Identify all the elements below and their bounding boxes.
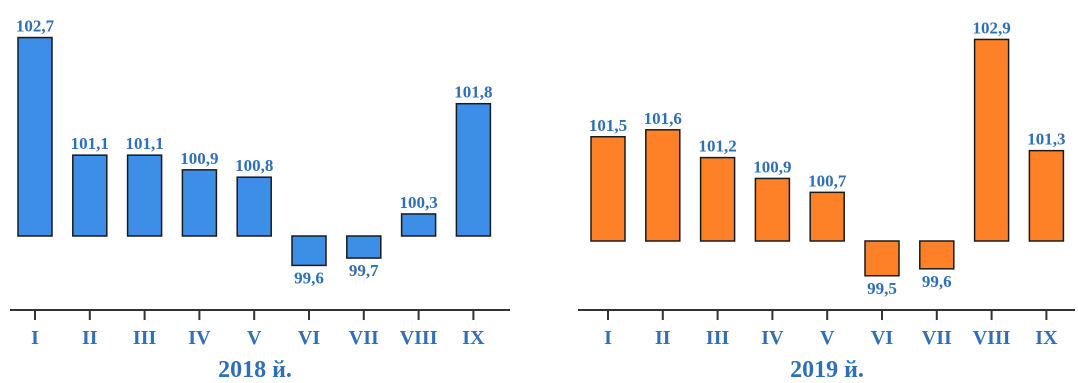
chart-2018-bar-II bbox=[72, 154, 108, 237]
chart-2018-bar-IX bbox=[455, 102, 492, 237]
chart-2019-value-label-IX: 101,3 bbox=[1027, 130, 1065, 149]
chart-2018-bar-III bbox=[126, 154, 163, 237]
chart-2019-bar-I bbox=[590, 136, 626, 242]
chart-2018-tick-label-IV: IV bbox=[188, 327, 211, 349]
chart-2019-bar-III bbox=[699, 156, 736, 242]
chart-2019-value-label-II: 101,6 bbox=[644, 109, 682, 128]
chart-2019-bar-V bbox=[809, 191, 845, 242]
chart-2018-bar-IV bbox=[181, 169, 218, 237]
chart-2019-tick-label-VII: VII bbox=[922, 327, 952, 349]
chart-2018-value-label-I: 102,7 bbox=[16, 17, 55, 36]
chart-2019-value-label-VII: 99,6 bbox=[922, 272, 952, 291]
chart-2019-tick-label-V: V bbox=[820, 327, 835, 349]
chart-2018-bar-I bbox=[17, 36, 53, 237]
chart-2019-tick-label-I: I bbox=[604, 327, 612, 349]
chart-2018-tick-label-VII: VII bbox=[349, 327, 379, 349]
chart-2019-tick-label-III: III bbox=[706, 327, 730, 349]
chart-2018-bar-VI bbox=[291, 235, 327, 267]
chart-2019-value-label-I: 101,5 bbox=[589, 116, 627, 135]
chart-2018-value-label-V: 100,8 bbox=[235, 156, 273, 175]
chart-2019-title: 2019 й. bbox=[790, 357, 864, 383]
chart-2018-value-label-IV: 100,9 bbox=[180, 149, 218, 168]
chart-2018-tick-label-III: III bbox=[133, 327, 157, 349]
chart-2019-bar-IV bbox=[754, 177, 791, 242]
chart-2018-bar-VII bbox=[346, 235, 382, 259]
chart-2019-tick-label-IV: IV bbox=[761, 327, 784, 349]
chart-2018-tick-label-II: II bbox=[82, 327, 98, 349]
chart-2018-value-label-IX: 101,8 bbox=[454, 83, 492, 102]
chart-2019-value-label-III: 101,2 bbox=[698, 137, 736, 156]
chart-2019-bar-VI bbox=[864, 240, 900, 277]
chart-2018-bar-VIII bbox=[400, 213, 437, 237]
chart-2019-bar-VII bbox=[919, 240, 955, 270]
chart-2018-bar-V bbox=[236, 176, 272, 237]
chart-2019-bar-IX bbox=[1028, 149, 1065, 242]
chart-2018-tick-label-V: V bbox=[247, 327, 262, 349]
chart-2018-tick-label-IX: IX bbox=[462, 327, 485, 349]
chart-2019-tick-label-VIII: VIII bbox=[973, 327, 1011, 349]
chart-2018-tick-label-I: I bbox=[31, 327, 39, 349]
chart-2019-tick-label-II: II bbox=[655, 327, 671, 349]
chart-2019-bar-II bbox=[645, 129, 681, 242]
chart-2019-value-label-VIII: 102,9 bbox=[972, 18, 1010, 37]
chart-2019-tick-label-VI: VI bbox=[871, 327, 893, 349]
chart-2018-tick-label-VI: VI bbox=[298, 327, 320, 349]
chart-2018-title: 2018 й. bbox=[218, 357, 292, 383]
chart-2019-value-label-VI: 99,5 bbox=[867, 279, 897, 298]
chart-2019-tick-label-IX: IX bbox=[1035, 327, 1058, 349]
chart-2018-value-label-VIII: 100,3 bbox=[399, 193, 437, 212]
chart-2018-value-label-III: 101,1 bbox=[125, 134, 163, 153]
chart-2019-value-label-IV: 100,9 bbox=[753, 157, 791, 176]
chart-2018-value-label-VI: 99,6 bbox=[294, 268, 324, 287]
chart-2018-tick-label-VIII: VIII bbox=[400, 327, 438, 349]
chart-2019-value-label-V: 100,7 bbox=[808, 171, 847, 190]
chart-2018-value-label-VII: 99,7 bbox=[349, 261, 379, 280]
chart-2019-bar-VIII bbox=[973, 38, 1010, 242]
chart-2018-value-label-II: 101,1 bbox=[71, 134, 109, 153]
